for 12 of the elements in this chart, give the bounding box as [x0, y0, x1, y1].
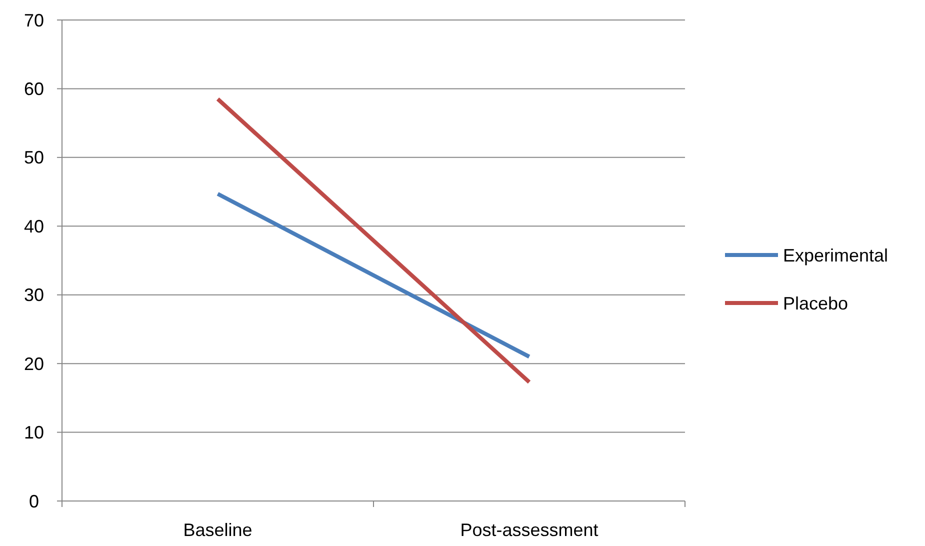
y-tick-label: 40 [24, 216, 44, 236]
y-tick-label: 20 [24, 354, 44, 374]
y-tick-label: 10 [24, 422, 44, 443]
x-tick-label: Baseline [183, 520, 252, 540]
y-tick-label: 60 [24, 79, 44, 100]
y-tick-label: 0 [28, 491, 40, 512]
x-tick-label: Post-assessment [460, 520, 598, 540]
legend-label: Placebo [783, 293, 848, 314]
y-tick-label: 30 [24, 285, 44, 306]
legend-label: Experimental [783, 245, 888, 266]
y-tick-label: 50 [24, 148, 44, 168]
y-tick-label: 70 [24, 10, 44, 30]
